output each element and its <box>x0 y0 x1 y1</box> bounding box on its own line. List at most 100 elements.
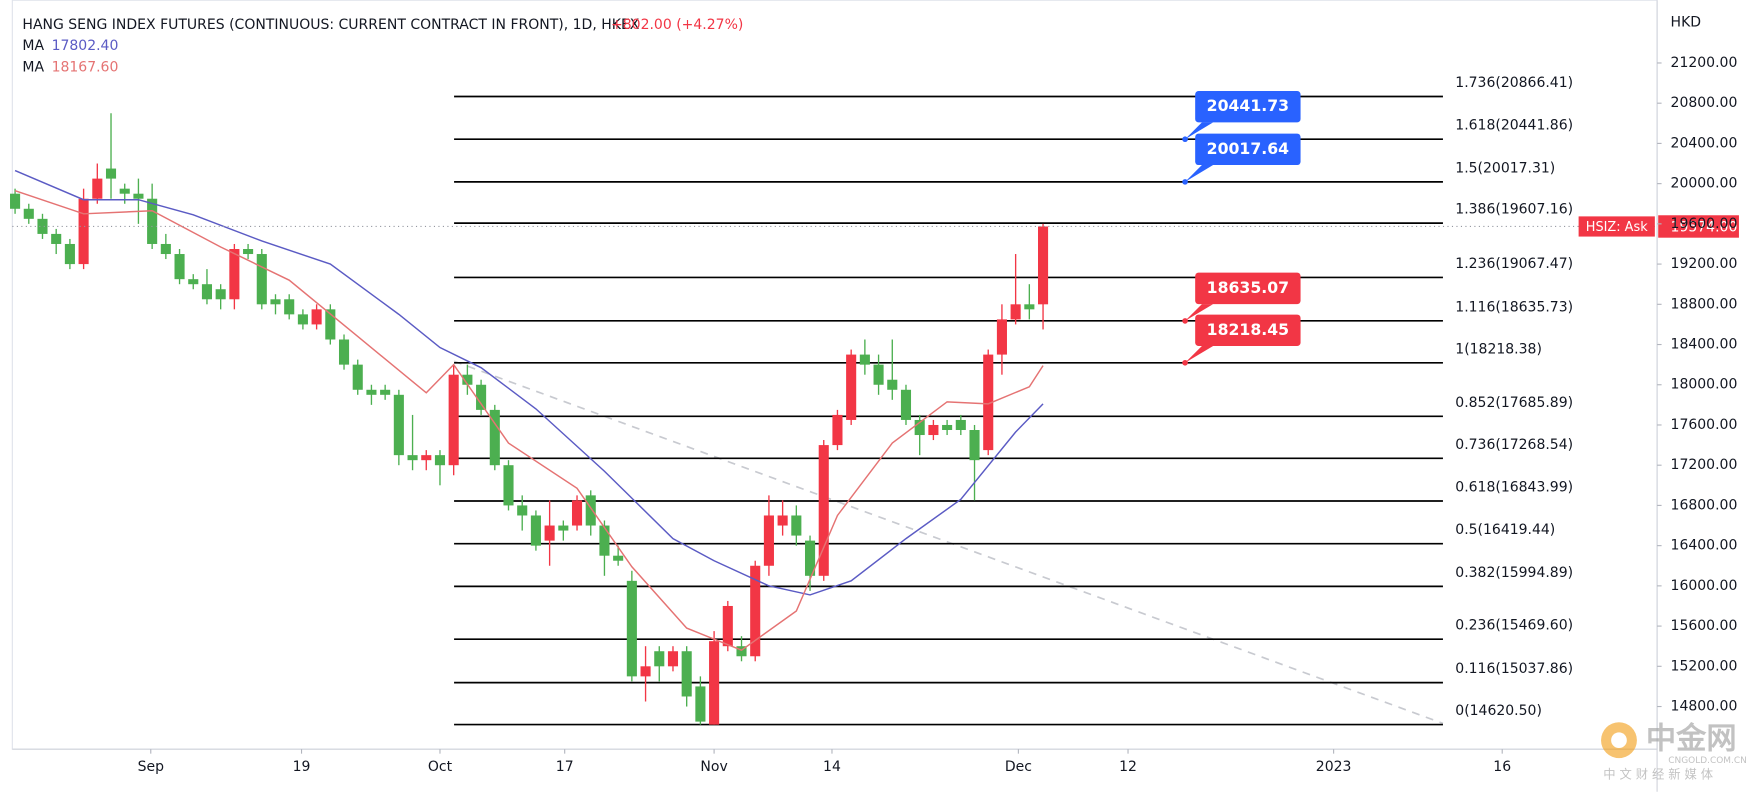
fib-label: 1(18218.38) <box>1455 341 1542 357</box>
fib-label: 1.736(20866.41) <box>1455 75 1573 91</box>
candle-body <box>928 424 939 436</box>
candle-body <box>243 249 254 255</box>
callout-anchor <box>1182 359 1188 366</box>
candle-body <box>818 445 829 576</box>
candle-body <box>558 525 569 531</box>
candle-body <box>750 565 761 657</box>
candle-body <box>873 364 884 385</box>
candle-body <box>23 208 34 219</box>
ma-line <box>14 169 1044 596</box>
y-tick-label: 16800.00 <box>1671 497 1738 513</box>
callout-box <box>1195 133 1301 166</box>
candle-body <box>571 500 583 526</box>
ma-line <box>14 189 1044 652</box>
candle-body <box>476 384 487 410</box>
candle-body <box>942 424 953 431</box>
candle-body <box>900 389 912 420</box>
fib-label: 0.5(16419.44) <box>1455 522 1555 538</box>
candle-body <box>297 314 308 325</box>
y-tick-label: 20000.00 <box>1671 176 1738 192</box>
axes: HKD 21200.00 20800.00 20400.00 20000.00 1960… <box>138 15 1738 775</box>
x-tick-label: Oct <box>428 759 453 775</box>
fib-label: 0.852(17685.89) <box>1455 395 1573 411</box>
candle-body <box>133 193 144 199</box>
y-tick-label: 15600.00 <box>1671 618 1738 634</box>
fib-label: 0.618(16843.99) <box>1455 480 1573 496</box>
candle-body <box>338 339 350 365</box>
candle-body <box>229 249 240 300</box>
candle-body <box>681 651 692 697</box>
candle-body <box>654 651 665 667</box>
price-tag-bg <box>1578 216 1655 237</box>
candle-body <box>37 218 48 234</box>
candle-body <box>188 279 199 285</box>
moving-averages <box>14 169 1044 652</box>
candle-body <box>599 525 610 556</box>
current-price-label: 19574.00 <box>1671 220 1738 236</box>
fib-label: 1.386(19607.16) <box>1455 202 1573 218</box>
fib-label: 1.236(19067.47) <box>1455 256 1573 272</box>
x-tick-label: 12 <box>1119 759 1137 775</box>
candle-body <box>846 354 857 420</box>
price-tag: HSIZ: Ask <box>1586 220 1648 235</box>
callout-anchor <box>1182 136 1188 143</box>
x-tick-label: Sep <box>138 759 165 775</box>
fib-label: 1.618(20441.86) <box>1455 118 1573 134</box>
candle-body <box>489 409 500 466</box>
callout-label: 18635.07 <box>1207 278 1289 297</box>
candle-body <box>983 354 994 451</box>
candle-body <box>270 299 281 305</box>
y-tick-label: 16400.00 <box>1671 538 1738 554</box>
fib-label: 1.116(18635.73) <box>1455 299 1573 315</box>
candle-body <box>585 495 596 526</box>
candle-body <box>804 540 816 576</box>
x-tick-label: 14 <box>823 759 841 775</box>
callout-tail <box>1185 304 1214 321</box>
candle-body <box>311 309 322 325</box>
candle-body <box>380 389 391 395</box>
candle-body <box>147 198 158 244</box>
y-tick-label: 19600.00 <box>1671 216 1738 232</box>
fib-label: 0.236(15469.60) <box>1455 618 1573 634</box>
candle-body <box>914 419 925 436</box>
callout-label: 20017.64 <box>1207 139 1289 158</box>
candle-body <box>640 666 651 677</box>
candle-body <box>969 430 980 461</box>
candle-body <box>448 374 459 466</box>
candle-body <box>667 651 679 667</box>
candle-body <box>1024 304 1035 310</box>
current-price-bg <box>1658 215 1739 238</box>
x-tick-label: 2023 <box>1316 759 1352 775</box>
candle-body <box>763 515 774 566</box>
y-tick-label: 18400.00 <box>1671 337 1738 353</box>
candle-body <box>366 389 377 395</box>
fib-label: 0(14620.50) <box>1455 703 1542 719</box>
y-tick-label: 18800.00 <box>1671 296 1738 312</box>
candle-body <box>503 465 514 506</box>
y-tick-label: 14800.00 <box>1671 699 1738 715</box>
candle-body <box>777 515 788 526</box>
candle-body <box>544 525 555 541</box>
y-tick-label: 20800.00 <box>1671 95 1738 111</box>
watermark-text: 中金网 <box>1646 721 1737 757</box>
y-axis-label: HKD <box>1671 15 1702 31</box>
y-tick-label: 15200.00 <box>1671 658 1738 674</box>
x-tick-label: 19 <box>293 759 311 775</box>
candle-body <box>78 198 89 265</box>
candle-body <box>791 515 802 536</box>
callout-tail <box>1185 165 1214 182</box>
callout-anchor <box>1182 318 1188 324</box>
callout-label: 20441.73 <box>1207 96 1289 115</box>
legend-value: 18167.60 <box>52 59 119 75</box>
y-tick-label: 16000.00 <box>1671 578 1738 594</box>
callout-box <box>1195 272 1301 305</box>
candle-body <box>10 193 21 209</box>
legend-name: MA <box>22 59 44 75</box>
fib-label: 0.382(15994.89) <box>1455 565 1573 581</box>
candle-body <box>722 605 733 647</box>
callout-tail <box>1185 345 1214 363</box>
candle-body <box>709 641 720 725</box>
x-tick-label: Nov <box>700 759 727 775</box>
candle-body <box>119 188 130 194</box>
